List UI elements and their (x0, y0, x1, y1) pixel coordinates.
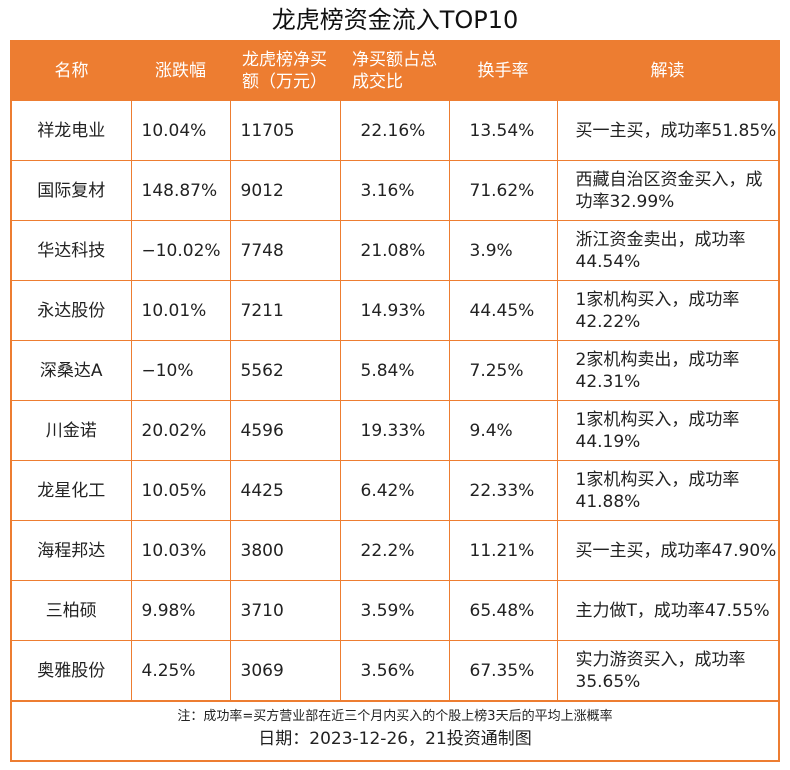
table-row: 奥雅股份 4.25% 3069 3.56% 67.35% 实力游资买入，成功率35.65% (12, 640, 778, 700)
dragon-tiger-table: 名称 涨跌幅 龙虎榜净买额（万元） 净买额占总成交比 换手率 解读 祥龙电业 10… (12, 42, 778, 700)
table-row: 川金诺 20.02% 4596 19.33% 9.4% 1家机构买入，成功率44.19% (12, 400, 778, 461)
net-buy-ratio: 3.56% (339, 640, 449, 700)
turnover: 11.21% (448, 520, 557, 581)
stock-name: 深桑达A (12, 340, 131, 401)
net-buy: 5562 (229, 340, 340, 401)
turnover: 71.62% (448, 160, 557, 221)
change-pct: 148.87% (130, 160, 230, 221)
net-buy-ratio: 14.93% (339, 280, 449, 341)
interpretation: 1家机构买入，成功率41.88% (556, 460, 778, 521)
turnover: 9.4% (448, 400, 557, 461)
stock-name: 龙星化工 (12, 460, 131, 521)
stock-name: 永达股份 (12, 280, 131, 341)
interpretation: 1家机构买入，成功率44.19% (556, 400, 778, 461)
net-buy: 9012 (229, 160, 340, 221)
interpretation: 实力游资买入，成功率35.65% (556, 640, 778, 700)
table-row: 祥龙电业 10.04% 11705 22.16% 13.54% 买一主买，成功率51.85… (12, 100, 778, 161)
stock-name: 三柏硕 (12, 580, 131, 641)
interpretation: 主力做T，成功率47.55% (556, 580, 778, 641)
header-net-buy: 龙虎榜净买额（万元） (230, 42, 340, 101)
net-buy: 7748 (229, 220, 340, 281)
turnover: 65.48% (448, 580, 557, 641)
table-row: 国际复材 148.87% 9012 3.16% 71.62% 西藏自治区资金买入，成功率3… (12, 160, 778, 221)
net-buy-ratio: 3.59% (339, 580, 449, 641)
turnover: 13.54% (448, 100, 557, 161)
header-change: 涨跌幅 (131, 42, 230, 101)
header-turnover: 换手率 (449, 42, 557, 101)
interpretation: 浙江资金卖出，成功率44.54% (556, 220, 778, 281)
stock-name: 国际复材 (12, 160, 131, 221)
stock-name: 华达科技 (12, 220, 131, 281)
net-buy: 3069 (229, 640, 340, 700)
change-pct: 10.03% (130, 520, 230, 581)
table-footer: 注：成功率=买方营业部在近三个月内买入的个股上榜3天后的平均上涨概率 日期：20… (12, 700, 778, 752)
table-row: 三柏硕 9.98% 3710 3.59% 65.48% 主力做T，成功率47.55% (12, 580, 778, 641)
change-pct: 9.98% (130, 580, 230, 641)
interpretation: 1家机构买入，成功率42.22% (556, 280, 778, 341)
date-credit: 日期：2023-12-26，21投资通制图 (258, 729, 532, 749)
stock-name: 奥雅股份 (12, 640, 131, 700)
turnover: 3.9% (448, 220, 557, 281)
net-buy-ratio: 22.2% (339, 520, 449, 581)
net-buy-ratio: 19.33% (339, 400, 449, 461)
table-row: 深桑达A −10% 5562 5.84% 7.25% 2家机构卖出，成功率42.31% (12, 340, 778, 401)
change-pct: 10.05% (130, 460, 230, 521)
table-header: 名称 涨跌幅 龙虎榜净买额（万元） 净买额占总成交比 换手率 解读 (12, 42, 778, 101)
net-buy: 7211 (229, 280, 340, 341)
interpretation: 西藏自治区资金买入，成功率32.99% (556, 160, 778, 221)
page-title: 龙虎榜资金流入TOP10 (271, 6, 519, 34)
stock-name: 海程邦达 (12, 520, 131, 581)
net-buy-ratio: 5.84% (339, 340, 449, 401)
stock-name: 祥龙电业 (12, 100, 131, 161)
net-buy: 4425 (229, 460, 340, 521)
header-interpretation: 解读 (557, 42, 778, 101)
net-buy: 4596 (229, 400, 340, 461)
change-pct: 20.02% (130, 400, 230, 461)
header-net-buy-ratio: 净买额占总成交比 (340, 42, 449, 101)
net-buy-ratio: 22.16% (339, 100, 449, 161)
table-row: 龙星化工 10.05% 4425 6.42% 22.33% 1家机构买入，成功率41.88… (12, 460, 778, 521)
table-row: 海程邦达 10.03% 3800 22.2% 11.21% 买一主买，成功率47.90% (12, 520, 778, 581)
table-row: 永达股份 10.01% 7211 14.93% 44.45% 1家机构买入，成功率42.2… (12, 280, 778, 341)
table-row: 华达科技 −10.02% 7748 21.08% 3.9% 浙江资金卖出，成功率44.54… (12, 220, 778, 281)
change-pct: −10.02% (130, 220, 230, 281)
stock-name: 川金诺 (12, 400, 131, 461)
change-pct: −10% (130, 340, 230, 401)
net-buy-ratio: 3.16% (339, 160, 449, 221)
change-pct: 10.04% (130, 100, 230, 161)
turnover: 22.33% (448, 460, 557, 521)
net-buy: 3710 (229, 580, 340, 641)
turnover: 7.25% (448, 340, 557, 401)
change-pct: 4.25% (130, 640, 230, 700)
interpretation: 2家机构卖出，成功率42.31% (556, 340, 778, 401)
net-buy-ratio: 6.42% (339, 460, 449, 521)
net-buy: 3800 (229, 520, 340, 581)
interpretation: 买一主买，成功率51.85% (556, 100, 778, 161)
header-name: 名称 (12, 42, 131, 101)
turnover: 44.45% (448, 280, 557, 341)
footnote: 注：成功率=买方营业部在近三个月内买入的个股上榜3天后的平均上涨概率 (177, 709, 613, 724)
net-buy: 11705 (229, 100, 340, 161)
data-table-frame: 名称 涨跌幅 龙虎榜净买额（万元） 净买额占总成交比 换手率 解读 祥龙电业 10… (10, 40, 780, 762)
net-buy-ratio: 21.08% (339, 220, 449, 281)
interpretation: 买一主买，成功率47.90% (556, 520, 778, 581)
change-pct: 10.01% (130, 280, 230, 341)
turnover: 67.35% (448, 640, 557, 700)
